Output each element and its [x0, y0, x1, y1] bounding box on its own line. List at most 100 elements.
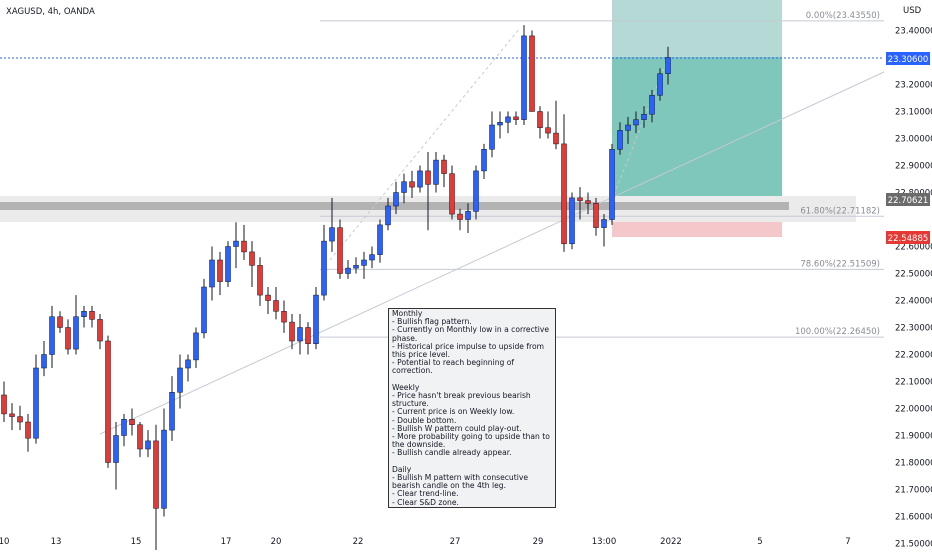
- candle-body: [1, 394, 7, 415]
- candle-body: [337, 227, 343, 274]
- candle-body: [433, 159, 439, 185]
- candle-body: [257, 265, 263, 296]
- analysis-note[interactable]: Monthly - Bullish flag pattern. - Curren…: [388, 308, 556, 508]
- candle-body: [529, 35, 535, 112]
- candle-body: [217, 259, 223, 282]
- candle-body: [129, 419, 135, 425]
- candle-body: [209, 259, 215, 288]
- candle-body: [473, 170, 479, 212]
- time-axis: 10 13 15 17 20 22 27 29 13:00 2022 5 7: [0, 537, 851, 547]
- profit-zone-active: [612, 57, 782, 197]
- candle-body: [513, 116, 519, 120]
- candle-body: [593, 203, 599, 228]
- candle-body: [57, 316, 63, 328]
- price-tick-label: 21.80000: [895, 459, 932, 469]
- candle-body: [97, 319, 103, 342]
- candle-body: [345, 267, 351, 274]
- candle-body: [361, 259, 367, 266]
- candle-body: [313, 294, 319, 344]
- current-price-tag: [886, 52, 930, 65]
- candle-body: [81, 311, 87, 317]
- price-tick-label: 21.60000: [895, 513, 932, 523]
- time-tick-label: 2022: [660, 537, 682, 547]
- candle-body: [401, 181, 407, 193]
- trend-line-upper: [329, 27, 521, 261]
- price-tick-label: 22.30000: [895, 324, 932, 334]
- price-tick-label: 22.50000: [895, 270, 932, 280]
- candle-body: [601, 219, 607, 228]
- candle-body: [105, 340, 111, 463]
- level-b-text: 22.54885: [888, 234, 929, 244]
- candle-body: [521, 35, 527, 120]
- candle-body: [497, 122, 503, 126]
- candle-body: [41, 354, 47, 369]
- profit-zone: [612, 0, 782, 57]
- candle-body: [281, 311, 287, 323]
- candle-body: [457, 213, 463, 220]
- candle-body: [537, 111, 543, 128]
- candle-body: [145, 440, 151, 450]
- candle-body: [425, 170, 431, 185]
- candle-body: [193, 332, 199, 361]
- time-tick-label: 17: [221, 537, 232, 547]
- candle-body: [289, 321, 295, 342]
- candle-body: [577, 197, 583, 201]
- time-tick-label: 22: [353, 537, 364, 547]
- candle-body: [393, 192, 399, 207]
- price-tick-label: 22.90000: [895, 162, 932, 172]
- candle-body: [137, 424, 143, 450]
- candle-body: [545, 127, 551, 134]
- candle-body: [641, 113, 647, 120]
- price-tags: 23.30600 22.70621 22.54885: [886, 52, 930, 244]
- time-tick-label: 27: [450, 537, 461, 547]
- candle-body: [25, 421, 31, 439]
- candle-body: [297, 327, 303, 342]
- candle-body: [185, 359, 191, 369]
- candle-body: [649, 95, 655, 115]
- price-tick-label: 22.60000: [895, 243, 932, 253]
- time-tick-label: 13: [51, 537, 62, 547]
- candle-body: [665, 57, 671, 74]
- candle-body: [625, 124, 631, 131]
- candle-body: [233, 240, 239, 247]
- time-tick-label: 20: [271, 537, 282, 547]
- fib-levels: 0.00%(23.43550) 61.80%(22.71182) 78.60%(22…: [320, 11, 884, 338]
- time-tick-label: 7: [845, 537, 850, 547]
- candle-body: [489, 124, 495, 150]
- candle-body: [553, 132, 559, 145]
- candle-body: [609, 149, 615, 220]
- candle-body: [481, 149, 487, 172]
- candle-body: [465, 211, 471, 220]
- candles: [1, 25, 671, 555]
- price-tick-label: 21.90000: [895, 432, 932, 442]
- price-tick-label: 23.20000: [895, 81, 932, 91]
- price-tick-label: 23.10000: [895, 108, 932, 118]
- candle-body: [249, 251, 255, 266]
- candle-body: [561, 143, 567, 245]
- fib-level-label: 100.00%(22.26450): [795, 327, 880, 337]
- price-tick-label: 23.00000: [895, 135, 932, 145]
- candle-body: [369, 254, 375, 261]
- price-tick-label: 22.20000: [895, 351, 932, 361]
- candle-body: [585, 200, 591, 204]
- level-a-text: 22.70621: [888, 196, 929, 206]
- level-b-tag: [886, 231, 930, 244]
- candle-body: [569, 197, 575, 245]
- candle-body: [17, 416, 23, 423]
- candle-body: [441, 159, 447, 174]
- candle-body: [353, 265, 359, 269]
- candle-body: [177, 367, 183, 393]
- candle-body: [385, 205, 391, 226]
- currency-label: USD: [903, 6, 922, 16]
- candle-body: [241, 240, 247, 253]
- time-tick-label: 29: [533, 537, 544, 547]
- candle-body: [377, 224, 383, 255]
- candle-body: [273, 300, 279, 312]
- level-a-tag: [886, 193, 930, 206]
- candle-body: [617, 130, 623, 150]
- candle-body: [161, 429, 167, 509]
- candle-body: [49, 316, 55, 355]
- candle-body: [153, 440, 159, 509]
